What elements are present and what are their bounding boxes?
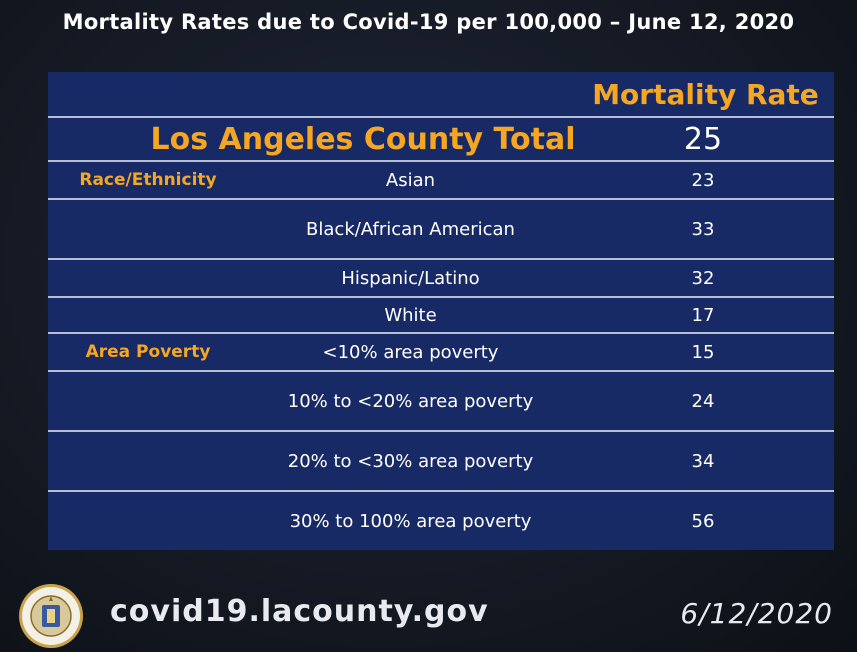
rate-value: 32 xyxy=(691,267,715,289)
table-row: Black/African American 33 xyxy=(48,200,834,260)
table-row: Area Poverty <10% area poverty 15 xyxy=(48,334,834,372)
table-row: Hispanic/Latino 32 xyxy=(48,260,834,298)
slide-date: 6/12/2020 xyxy=(680,597,833,630)
category-label: Race/Ethnicity xyxy=(79,170,217,190)
county-total-value: 25 xyxy=(683,121,723,157)
group-label: 20% to <30% area poverty xyxy=(287,450,534,472)
table-row: Race/Ethnicity Asian 23 xyxy=(48,162,834,200)
rate-value: 34 xyxy=(691,450,715,472)
rate-value: 56 xyxy=(691,510,715,532)
table-row: 10% to <20% area poverty 24 xyxy=(48,372,834,432)
group-label: Black/African American xyxy=(306,218,515,240)
group-label: <10% area poverty xyxy=(322,341,499,363)
county-seal-icon xyxy=(19,584,83,648)
rate-value: 23 xyxy=(691,169,715,191)
mortality-rate-header: Mortality Rate xyxy=(592,77,819,111)
website-url: covid19.lacounty.gov xyxy=(110,594,489,629)
slide-title: Mortality Rates due to Covid-19 per 100,… xyxy=(62,10,795,34)
county-total-label: Los Angeles County Total xyxy=(150,121,576,157)
group-label: Hispanic/Latino xyxy=(341,267,480,289)
category-label: Area Poverty xyxy=(85,342,211,362)
header-row: Mortality Rate xyxy=(48,72,834,118)
rate-value: 33 xyxy=(691,218,715,240)
total-row: Los Angeles County Total 25 xyxy=(48,118,834,162)
rate-value: 17 xyxy=(691,304,715,326)
mortality-table: Mortality Rate Los Angeles County Total … xyxy=(48,72,834,550)
table-row: White 17 xyxy=(48,298,834,334)
table-row: 30% to 100% area poverty 56 xyxy=(48,492,834,550)
group-label: 30% to 100% area poverty xyxy=(289,510,532,532)
table-row: 20% to <30% area poverty 34 xyxy=(48,432,834,492)
group-label: Asian xyxy=(385,169,436,191)
group-label: 10% to <20% area poverty xyxy=(287,390,534,412)
rate-value: 24 xyxy=(691,390,715,412)
group-label: White xyxy=(384,304,437,326)
rate-value: 15 xyxy=(691,341,715,363)
